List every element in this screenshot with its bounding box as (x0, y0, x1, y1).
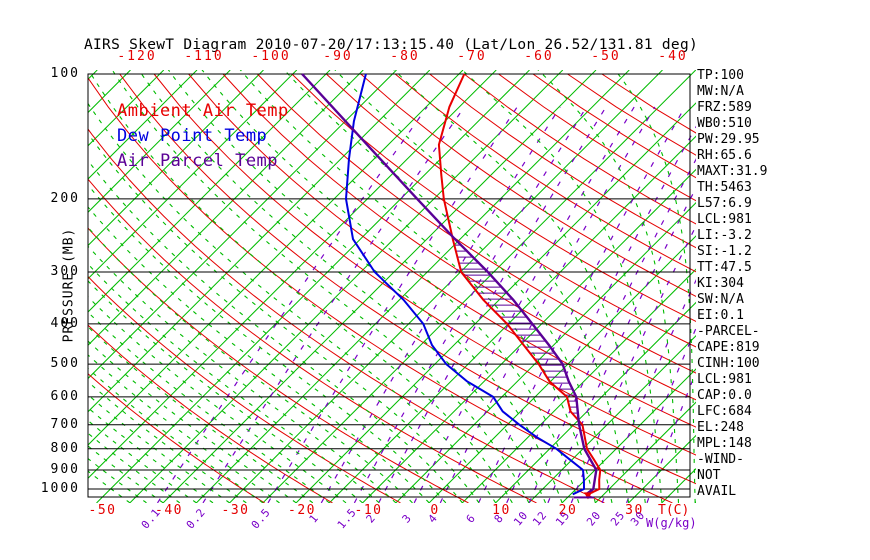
pressure-tick: 500 (50, 356, 80, 372)
cape-hatch-area (452, 238, 579, 420)
stat-row: PW:29.95 (697, 132, 760, 147)
legend-item: Air Parcel Temp (117, 151, 279, 171)
stat-row: RH:65.6 (697, 148, 752, 163)
stat-row: KI:304 (697, 276, 744, 291)
stat-row: CAPE:819 (697, 340, 760, 355)
parcel-temp-curve (301, 73, 598, 496)
stat-row: LCL:981 (697, 212, 752, 227)
top-adiabat-tick: -40 (658, 49, 688, 64)
stat-row: NOT (697, 468, 721, 483)
pressure-tick: 800 (50, 440, 80, 456)
pressure-tick: 600 (50, 388, 80, 404)
stat-row: CAP:0.0 (697, 388, 752, 403)
top-adiabat-tick: -100 (251, 49, 291, 64)
ambient-end-marker (583, 492, 592, 500)
stat-row: MAXT:31.9 (697, 164, 768, 179)
bottom-temp-tick: -50 (88, 503, 117, 518)
stat-row: CINH:100 (697, 356, 760, 371)
stat-row: MW:N/A (697, 84, 744, 99)
stat-row: TP:100 (697, 68, 744, 83)
stat-row: -PARCEL- (697, 324, 760, 339)
bottom-temp-tick: 10 (492, 503, 511, 518)
stat-row: SI:-1.2 (697, 244, 752, 259)
bottom-temp-tick: 20 (558, 503, 578, 518)
bottom-temp-tick: 0 (430, 503, 440, 518)
ambient-temp-curve (437, 73, 602, 496)
stat-row: EL:248 (697, 420, 744, 435)
stat-row: MPL:148 (697, 436, 752, 451)
pressure-tick: 1000 (40, 481, 80, 496)
top-adiabat-tick: -110 (184, 49, 224, 64)
chart-title: AIRS SkewT Diagram 2010-07-20/17:13:15.4… (84, 37, 699, 53)
legend-item: Dew Point Temp (117, 126, 268, 146)
stat-row: AVAIL (697, 484, 737, 499)
grid-lines (88, 70, 696, 503)
pressure-tick: 100 (50, 66, 80, 81)
stat-row: LFC:684 (697, 404, 752, 419)
pressure-tick: 700 (50, 416, 80, 432)
stat-row: WB0:510 (697, 116, 752, 131)
stat-row: L57:6.9 (697, 196, 752, 211)
bottom-temp-tick: -10 (354, 503, 383, 518)
pressure-tick: 200 (50, 190, 80, 206)
bottom-temp-tick: -40 (155, 503, 183, 518)
legend: Ambient Air Temp Dew Point Temp Air Parcel… (117, 101, 289, 176)
stat-row: -WIND- (697, 452, 744, 467)
top-adiabat-tick: -80 (390, 49, 420, 64)
top-adiabat-tick: -70 (457, 49, 487, 64)
stat-row: EI:0.1 (697, 308, 744, 323)
top-adiabat-tick: -50 (591, 49, 621, 64)
bottom-temp-tick: -20 (288, 503, 316, 518)
stat-row: LI:-3.2 (697, 228, 752, 243)
stat-row: LCL:981 (697, 372, 752, 387)
bottom-temp-tick: 30 (625, 503, 644, 518)
pressure-tick: 300 (50, 264, 80, 279)
mixratio-unit-label: W(g/kg) (646, 516, 697, 530)
temp-unit-label: T(C) (658, 503, 690, 518)
pressure-tick: 900 (50, 462, 80, 477)
bottom-temp-tick: -30 (221, 503, 250, 518)
top-adiabat-tick: -90 (323, 49, 353, 64)
pressure-tick: 400 (50, 315, 80, 331)
dew-point-curve (344, 73, 586, 496)
stat-row: TH:5463 (697, 180, 752, 195)
plot-border (87, 73, 691, 498)
top-adiabat-tick: -60 (524, 49, 554, 64)
stat-row: TT:47.5 (697, 260, 752, 275)
stat-row: FRZ:589 (697, 100, 752, 115)
stat-row: SW:N/A (697, 292, 744, 307)
stats-panel: TP:100 MW:N/A FRZ:589 WB0:510 PW:29.95 RH:65.… (697, 68, 767, 500)
legend-item: Ambient Air Temp (117, 101, 289, 121)
top-adiabat-tick: -120 (117, 49, 157, 64)
